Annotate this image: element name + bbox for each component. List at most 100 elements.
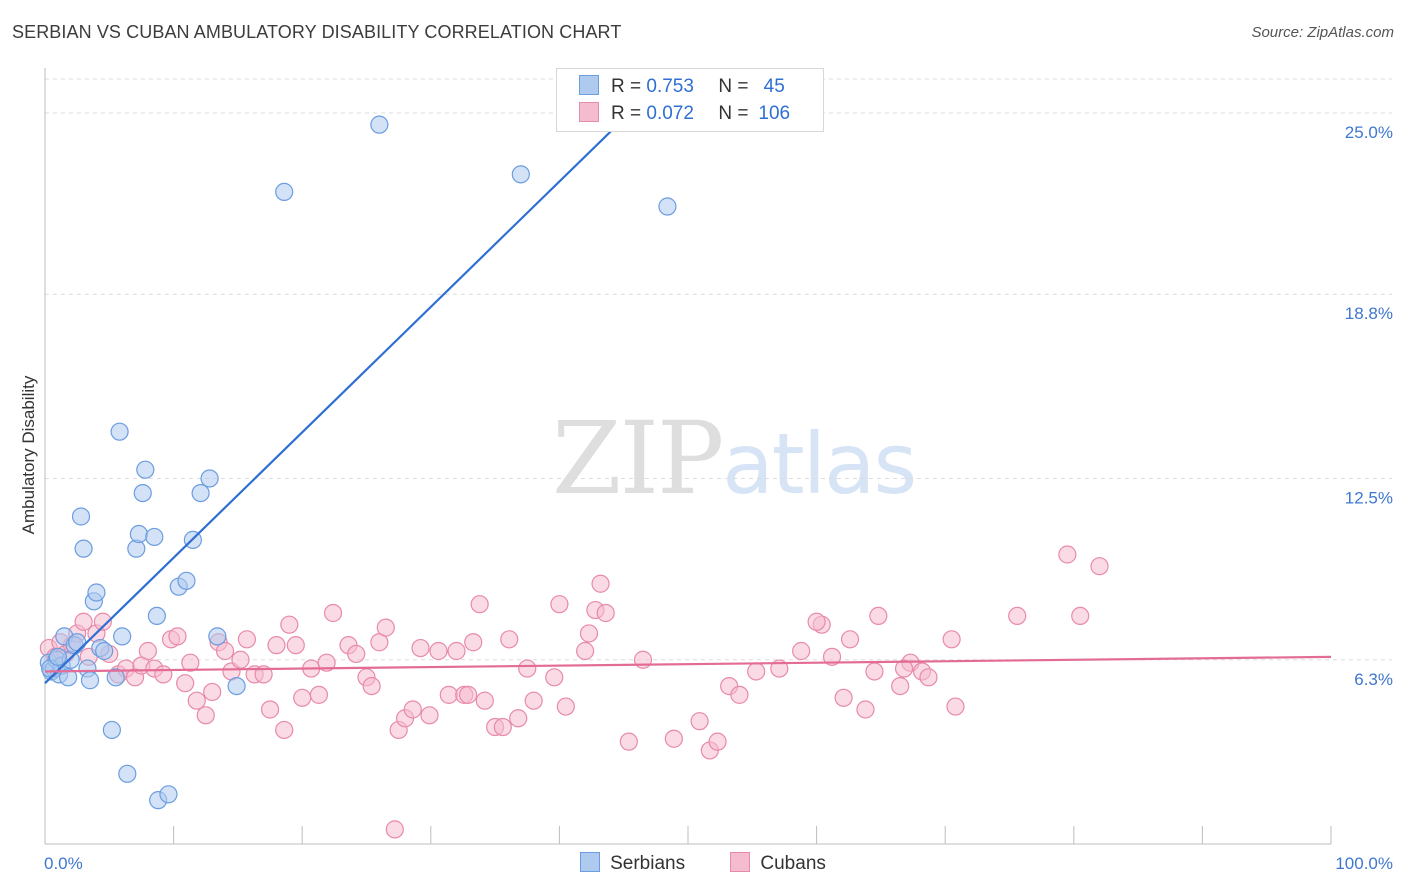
cubans-point	[260, 700, 280, 719]
x-tick-label: 0.0%	[44, 854, 83, 873]
cubans-point	[376, 618, 395, 637]
serbians-point	[370, 115, 389, 134]
cubans-point	[856, 700, 875, 719]
legend-r-label: R =	[611, 103, 647, 124]
cubans-point	[267, 636, 286, 655]
cubans-point	[317, 653, 336, 672]
serbians-point	[48, 647, 67, 666]
y-tick-label: 18.8%	[1345, 304, 1393, 323]
cubans-point	[840, 630, 860, 649]
legend-swatch-cubans	[579, 102, 599, 122]
x-tick-labels: 0.0% 100.0%	[44, 854, 1393, 873]
cubans-point	[254, 665, 273, 684]
cubans-point	[708, 732, 727, 751]
cubans-point	[894, 659, 914, 678]
cubans-point	[822, 647, 842, 666]
serbians-point	[208, 627, 227, 646]
serbians-point	[74, 539, 93, 558]
legend-row-cubans: R = 0.072 N = 106	[579, 102, 790, 126]
legend-item-cubans[interactable]: Cubans	[730, 852, 826, 875]
legend-r-value-cubans: 0.072	[646, 103, 694, 124]
cubans-point	[807, 612, 826, 631]
serbians-point	[200, 469, 219, 488]
cubans-point	[865, 662, 884, 681]
legend-label-cubans: Cubans	[760, 853, 826, 874]
serbians-point	[658, 197, 677, 216]
cubans-point	[500, 630, 519, 649]
serbians-point	[133, 483, 152, 503]
cubans-points	[39, 545, 1109, 839]
y-tick-labels: 6.3% 12.5% 18.8% 25.0%	[1345, 123, 1393, 689]
cubans-point	[518, 659, 537, 678]
serbians-point	[129, 524, 148, 544]
serbians-point	[110, 422, 129, 441]
cubans-point	[619, 732, 638, 751]
serbians-point	[106, 668, 125, 687]
serbians-point	[177, 571, 196, 590]
cubans-point	[493, 717, 512, 737]
series-legend: Serbians Cubans	[0, 852, 1406, 875]
cubans-point	[154, 665, 173, 684]
legend-swatch-cubans	[730, 852, 751, 872]
cubans-point	[556, 697, 575, 716]
cubans-point	[730, 685, 749, 704]
legend-item-serbians[interactable]: Serbians	[580, 852, 685, 875]
y-tick-label: 12.5%	[1345, 488, 1393, 507]
cubans-point	[362, 676, 381, 696]
serbians-point	[191, 483, 210, 503]
cubans-point	[664, 729, 683, 748]
cubans-point	[770, 659, 789, 678]
cubans-point	[280, 615, 299, 634]
legend-n-label: N =	[718, 76, 749, 97]
chart-title: SERBIAN VS CUBAN AMBULATORY DISABILITY C…	[12, 22, 622, 42]
watermark-atlas: atlas	[722, 415, 917, 513]
cubans-point	[447, 641, 466, 661]
serbians-point	[147, 606, 166, 626]
cubans-point	[550, 595, 569, 614]
x-tick-label: 100.0%	[1335, 854, 1393, 873]
cubans-point	[385, 820, 404, 839]
y-tick-label: 6.3%	[1354, 670, 1393, 689]
cubans-point	[946, 697, 965, 716]
cubans-point	[411, 638, 430, 658]
cubans-point	[196, 706, 215, 725]
cubans-point	[464, 633, 483, 652]
cubans-point	[275, 720, 294, 740]
cubans-point	[458, 685, 478, 704]
cubans-point	[231, 650, 250, 669]
y-axis-label: Ambulatory Disability	[19, 375, 38, 534]
cubans-point	[470, 595, 489, 614]
legend-label-serbians: Serbians	[610, 853, 686, 874]
cubans-point	[869, 606, 888, 626]
serbians-point	[59, 668, 78, 687]
watermark: ZIPatlas	[552, 400, 917, 517]
serbians-point	[87, 583, 106, 602]
serbians-point	[227, 676, 246, 696]
cubans-point	[1071, 606, 1090, 626]
cubans-point	[168, 627, 187, 646]
cubans-point	[286, 636, 305, 655]
axes	[44, 68, 1332, 845]
cubans-point	[1090, 557, 1109, 576]
cubans-point	[1058, 545, 1077, 564]
cubans-point	[323, 603, 343, 623]
serbians-point	[102, 720, 121, 740]
legend-n-label: N =	[718, 103, 749, 124]
cubans-point	[187, 691, 206, 710]
cubans-point	[347, 644, 366, 664]
cubans-point	[93, 612, 112, 631]
serbians-point	[95, 641, 114, 661]
cubans-point	[74, 612, 93, 631]
serbians-point	[275, 182, 294, 201]
serbians-point	[159, 785, 178, 804]
cubans-point	[579, 624, 599, 643]
legend-n-value-cubans: 106	[758, 103, 791, 124]
cubans-point	[176, 674, 195, 693]
serbians-point	[71, 507, 91, 526]
cubans-point	[309, 685, 329, 704]
serbians-points	[39, 115, 677, 810]
serbians-point	[145, 527, 164, 547]
legend-row-serbians: R = 0.753 N = 45	[579, 75, 785, 99]
cubans-point	[891, 676, 910, 696]
